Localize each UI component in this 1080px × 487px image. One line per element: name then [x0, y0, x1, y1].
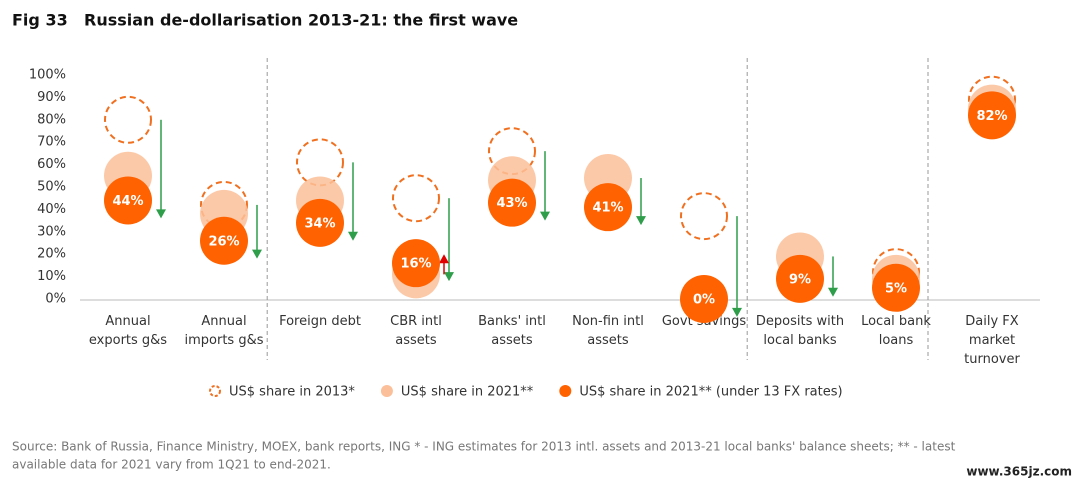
- legend-item: US$ share in 2013*: [209, 385, 355, 400]
- legend-item: US$ share in 2021**: [380, 385, 534, 400]
- legend-swatch: [209, 385, 221, 397]
- y-tick-label: 60%: [37, 157, 66, 172]
- figure-label: Fig 33: [12, 11, 68, 30]
- x-tick-line: Non-fin intl: [572, 314, 644, 329]
- y-tick-label: 50%: [37, 180, 66, 195]
- y-tick-label: 0%: [45, 292, 66, 307]
- x-tick-line: Local bank: [861, 314, 931, 329]
- x-tick-line: imports g&s: [185, 333, 264, 348]
- x-tick-line: assets: [587, 333, 629, 348]
- x-tick-label: Non-fin intl assets: [572, 314, 644, 348]
- x-tick-line: Foreign debt: [279, 314, 361, 329]
- dot: [968, 91, 1016, 140]
- source-note: available data for 2021 vary from 1Q21 t…: [12, 458, 331, 472]
- y-tick-label: 70%: [37, 135, 66, 150]
- data-label: 26%: [208, 234, 239, 249]
- dot: [200, 216, 248, 265]
- x-tick-line: market: [969, 333, 1015, 348]
- dot-2013: [104, 95, 152, 144]
- change-arrow-head: [348, 231, 358, 241]
- data-label: 5%: [885, 281, 907, 296]
- change-arrow-head: [540, 211, 550, 221]
- change-arrow-head: [439, 254, 449, 264]
- legend-item: US$ share in 2021** (under 13 FX rates): [559, 385, 843, 400]
- x-tick-line: loans: [879, 333, 914, 348]
- change-arrow-head: [732, 307, 742, 317]
- data-label: 43%: [496, 196, 527, 211]
- x-tick-line: Annual: [105, 314, 150, 329]
- x-tick-line: assets: [395, 333, 437, 348]
- y-tick-label: 10%: [37, 269, 66, 284]
- dot: [776, 254, 824, 303]
- chart-title: Russian de-dollarisation 2013-21: the fi…: [84, 11, 518, 30]
- legend-label: US$ share in 2013*: [229, 385, 355, 400]
- dot: [296, 198, 344, 247]
- change-arrow-head: [636, 216, 646, 226]
- y-tick-label: 30%: [37, 224, 66, 239]
- x-tick-line: Daily FX: [965, 314, 1019, 329]
- data-label: 34%: [304, 216, 335, 231]
- x-tick-label: Annual imports g&s: [185, 314, 264, 348]
- x-tick-line: assets: [491, 333, 533, 348]
- dot: [488, 178, 536, 227]
- x-tick-line: Annual: [201, 314, 246, 329]
- y-tick-label: 40%: [37, 202, 66, 217]
- data-label: 16%: [400, 257, 431, 272]
- dot-2013: [392, 174, 440, 223]
- source-note: Source: Bank of Russia, Finance Ministry…: [12, 440, 956, 454]
- change-arrow-head: [156, 209, 166, 219]
- x-tick-label: CBR intl assets: [390, 314, 442, 348]
- data-label: 0%: [693, 293, 715, 308]
- x-tick-line: turnover: [964, 352, 1020, 367]
- y-tick-label: 20%: [37, 247, 66, 262]
- x-tick-line: local banks: [763, 333, 836, 348]
- change-arrow-head: [828, 287, 838, 297]
- y-tick-label: 80%: [37, 112, 66, 127]
- data-label: 44%: [112, 194, 143, 209]
- x-tick-label: Deposits with local banks: [756, 314, 844, 348]
- x-tick-line: CBR intl: [390, 314, 442, 329]
- dot: [680, 275, 728, 323]
- x-tick-line: Deposits with: [756, 314, 844, 329]
- legend-label: US$ share in 2021**: [401, 385, 534, 400]
- dot-2013: [680, 192, 728, 241]
- data-label: 9%: [789, 272, 811, 287]
- x-tick-line: exports g&s: [89, 333, 167, 348]
- x-tick-label: Banks' intl assets: [478, 314, 546, 348]
- dot: [104, 176, 152, 225]
- dot: [392, 239, 440, 288]
- y-tick-label: 90%: [37, 90, 66, 105]
- change-arrow-head: [444, 272, 454, 282]
- dot: [584, 183, 632, 232]
- legend-swatch: [559, 385, 572, 397]
- dot: [872, 263, 920, 312]
- legend-label: US$ share in 2021** (under 13 FX rates): [579, 385, 842, 400]
- x-tick-label: Daily FX market turnover: [964, 314, 1020, 367]
- data-label: 82%: [976, 109, 1007, 124]
- x-tick-line: Banks' intl: [478, 314, 546, 329]
- legend-swatch: [380, 385, 393, 397]
- change-arrow-head: [252, 249, 262, 259]
- x-tick-label: Annual exports g&s: [89, 314, 167, 348]
- x-tick-label: Foreign debt: [279, 314, 361, 329]
- watermark: www.365jz.com: [966, 465, 1072, 479]
- data-label: 41%: [592, 201, 623, 216]
- y-tick-label: 100%: [29, 68, 66, 83]
- x-tick-label: Local bank loans: [861, 314, 931, 348]
